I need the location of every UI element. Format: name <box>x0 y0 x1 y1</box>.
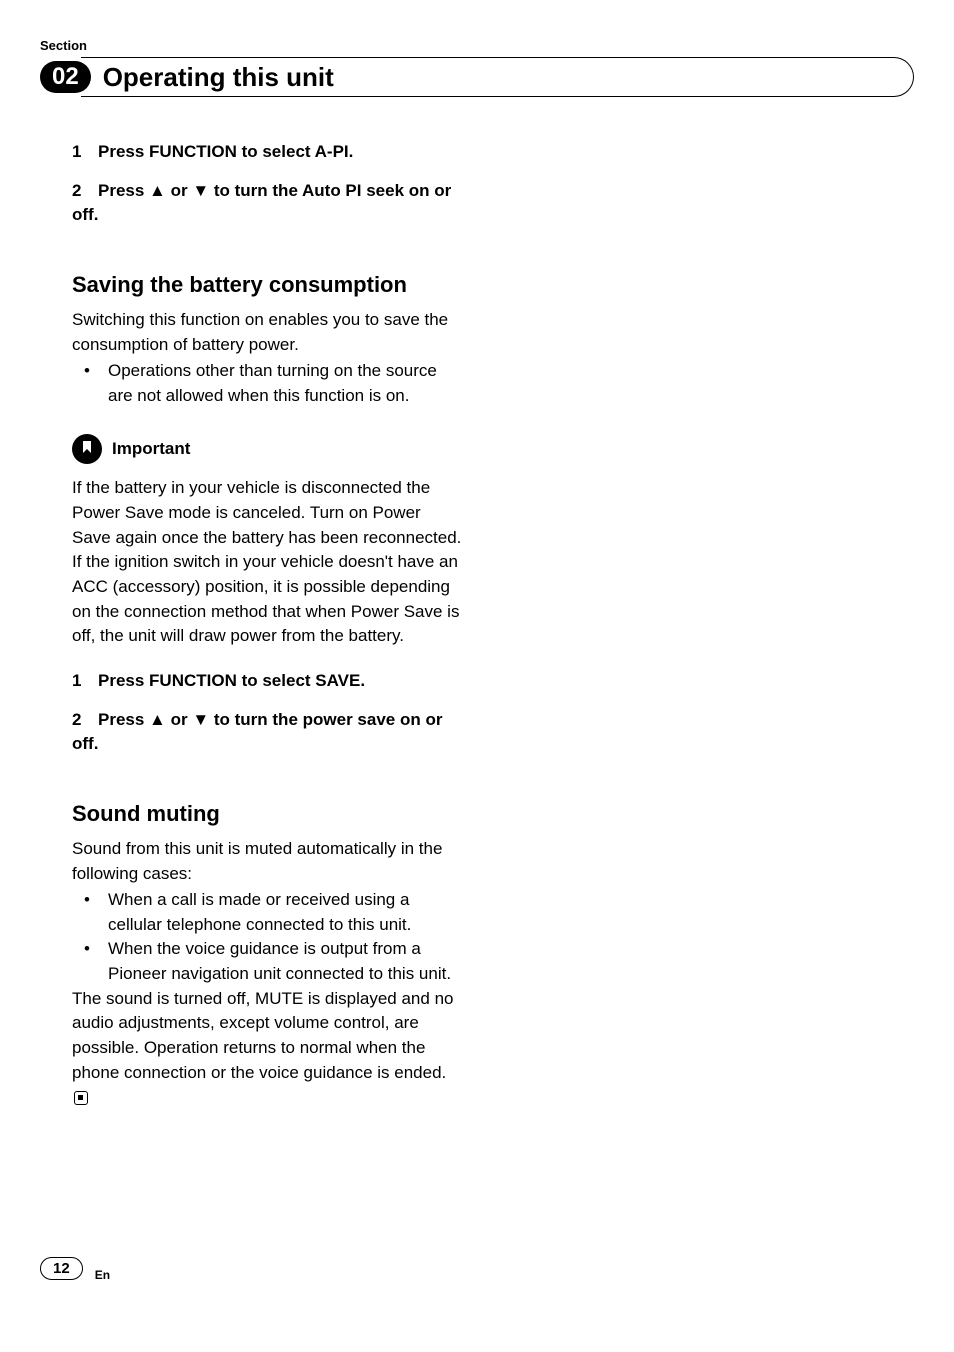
important-label: Important <box>112 439 190 459</box>
list-item: Operations other than turning on the sou… <box>72 359 462 408</box>
battery-intro: Switching this function on enables you t… <box>72 308 462 357</box>
muting-bullets: When a call is made or received using a … <box>72 888 462 987</box>
content-column: 1Press FUNCTION to select A-PI. 2Press ▲… <box>72 140 462 1112</box>
page-header: Section 02 Operating this unit <box>40 38 914 97</box>
step-text: Press ▲ or ▼ to turn the power save on o… <box>72 710 442 754</box>
outro-bold: MUTE <box>255 989 303 1008</box>
step-number: 1 <box>72 140 98 165</box>
step-text: Press ▲ or ▼ to turn the Auto PI seek on… <box>72 181 451 225</box>
step-a-2: 2Press ▲ or ▼ to turn the Auto PI seek o… <box>72 179 462 228</box>
heading-muting: Sound muting <box>72 801 462 827</box>
heading-battery: Saving the battery consumption <box>72 272 462 298</box>
end-mark-icon <box>74 1091 88 1105</box>
chapter-title-wrap: Operating this unit <box>81 57 914 97</box>
outro-before: The sound is turned off, <box>72 989 255 1008</box>
important-icon <box>72 434 102 464</box>
step-b-1: 1Press FUNCTION to select SAVE. <box>72 669 462 694</box>
section-label: Section <box>40 38 914 53</box>
list-item: When a call is made or received using a … <box>72 888 462 937</box>
page-footer: 12 En <box>40 1257 110 1280</box>
page-number: 12 <box>40 1257 83 1280</box>
chapter-title: Operating this unit <box>103 62 334 93</box>
step-text: Press FUNCTION to select SAVE. <box>98 671 365 690</box>
step-number: 1 <box>72 669 98 694</box>
step-text: Press FUNCTION to select A-PI. <box>98 142 353 161</box>
step-a-1: 1Press FUNCTION to select A-PI. <box>72 140 462 165</box>
step-number: 2 <box>72 708 98 733</box>
step-number: 2 <box>72 179 98 204</box>
chapter-number-badge: 02 <box>40 61 91 93</box>
important-text: If the battery in your vehicle is discon… <box>72 476 462 648</box>
language-code: En <box>95 1268 110 1282</box>
list-item: When the voice guidance is output from a… <box>72 937 462 986</box>
step-b-2: 2Press ▲ or ▼ to turn the power save on … <box>72 708 462 757</box>
battery-bullets: Operations other than turning on the sou… <box>72 359 462 408</box>
chapter-bar: 02 Operating this unit <box>40 57 914 97</box>
muting-intro: Sound from this unit is muted automatica… <box>72 837 462 886</box>
important-callout: Important <box>72 434 462 464</box>
muting-outro: The sound is turned off, MUTE is display… <box>72 987 462 1110</box>
